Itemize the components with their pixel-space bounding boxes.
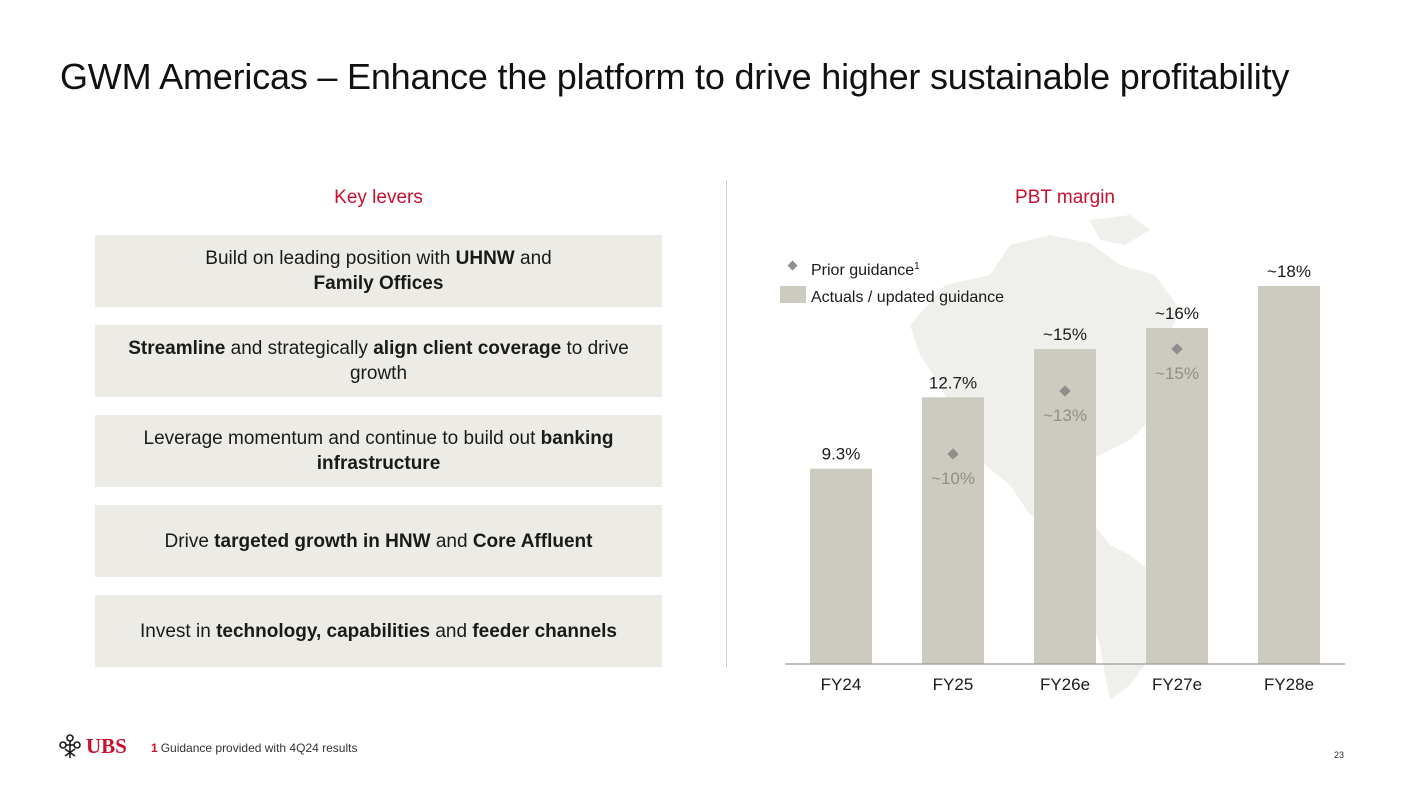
prior-guidance-label: ~15% — [1155, 364, 1199, 383]
bar-fy27e — [1146, 328, 1208, 664]
bar-value-label: ~18% — [1267, 262, 1311, 281]
lever-uhnw: Build on leading position with UHNW and … — [95, 235, 662, 307]
prior-guidance-label: ~13% — [1043, 406, 1087, 425]
legend-actuals-swatch — [780, 286, 806, 303]
bar-fy26e — [1034, 349, 1096, 664]
lever-text-segment: Leverage momentum and continue to build … — [143, 428, 541, 449]
lever-text-segment: and — [430, 530, 473, 552]
page-number: 23 — [1334, 750, 1345, 760]
lever-text-segment: Drive — [164, 530, 215, 552]
lever-text-segment: Core Affluent — [472, 530, 593, 552]
pbt-margin-heading: PBT margin — [1015, 187, 1115, 208]
lever-banking: Leverage momentum and continue to build … — [95, 415, 662, 487]
x-tick-label: FY27e — [1152, 675, 1202, 694]
footnote-text: Guidance provided with 4Q24 results — [160, 741, 358, 755]
lever-text-segment: banking infrastructure — [316, 428, 614, 474]
bar-fy28e — [1258, 286, 1320, 664]
bar-fy25 — [922, 397, 984, 664]
bar-value-label: ~16% — [1155, 304, 1199, 323]
ubs-logo: UBS — [58, 733, 127, 759]
lever-streamline: Streamline and strategically align clien… — [95, 325, 662, 397]
lever-text-segment: and strategically — [225, 338, 374, 359]
lever-text-segment: UHNW — [455, 248, 515, 269]
page-title: GWM Americas – Enhance the platform to d… — [60, 56, 1290, 97]
x-tick-label: FY26e — [1040, 675, 1090, 694]
lever-text-segment: feeder channels — [472, 620, 617, 642]
bar-value-label: 12.7% — [929, 373, 977, 392]
ubs-keys-icon — [59, 734, 81, 758]
lever-text-segment: technology, capabilities — [216, 620, 431, 642]
ubs-logo-text: UBS — [86, 733, 127, 758]
x-tick-label: FY24 — [821, 675, 862, 694]
lever-text-segment: Streamline — [128, 338, 226, 359]
lever-text-segment: and — [430, 620, 473, 642]
footnote: 1 Guidance provided with 4Q24 results — [151, 741, 357, 755]
lever-technology: Invest in technology, capabilities and f… — [95, 595, 662, 667]
footnote-number: 1 — [151, 741, 158, 755]
bar-value-label: ~15% — [1043, 325, 1087, 344]
legend-actuals-label: Actuals / updated guidance — [811, 289, 1004, 306]
vertical-divider — [726, 180, 727, 667]
lever-text-segment: and — [514, 248, 552, 269]
lever-text-segment: Build on leading position with — [205, 248, 456, 269]
lever-growth: Drive targeted growth in HNW and Core Af… — [95, 505, 662, 577]
bar-value-label: 9.3% — [822, 445, 861, 464]
lever-text-segment: align client coverage — [373, 338, 562, 359]
prior-guidance-diamond — [947, 448, 959, 460]
x-tick-label: FY25 — [933, 675, 974, 694]
legend-prior-diamond — [787, 260, 798, 271]
lever-text-segment: to drive growth — [349, 338, 629, 384]
prior-guidance-diamond — [1171, 343, 1183, 355]
pbt-margin-chart: Prior guidance1 Actuals / updated guidan… — [760, 215, 1380, 715]
chart-legend: Prior guidance1 Actuals / updated guidan… — [780, 260, 1004, 306]
x-tick-label: FY28e — [1264, 675, 1314, 694]
lever-text-segment: Family Offices — [313, 273, 444, 294]
lever-text-segment: Invest in — [140, 620, 217, 642]
prior-guidance-diamond — [1059, 385, 1071, 397]
legend-prior-label: Prior guidance1 — [811, 261, 920, 279]
bar-fy24 — [810, 468, 872, 664]
lever-text-segment: targeted growth in HNW — [214, 530, 431, 552]
key-levers-heading: Key levers — [334, 187, 423, 208]
prior-guidance-label: ~10% — [931, 469, 975, 488]
chart-svg: Prior guidance1 Actuals / updated guidan… — [780, 215, 1345, 700]
